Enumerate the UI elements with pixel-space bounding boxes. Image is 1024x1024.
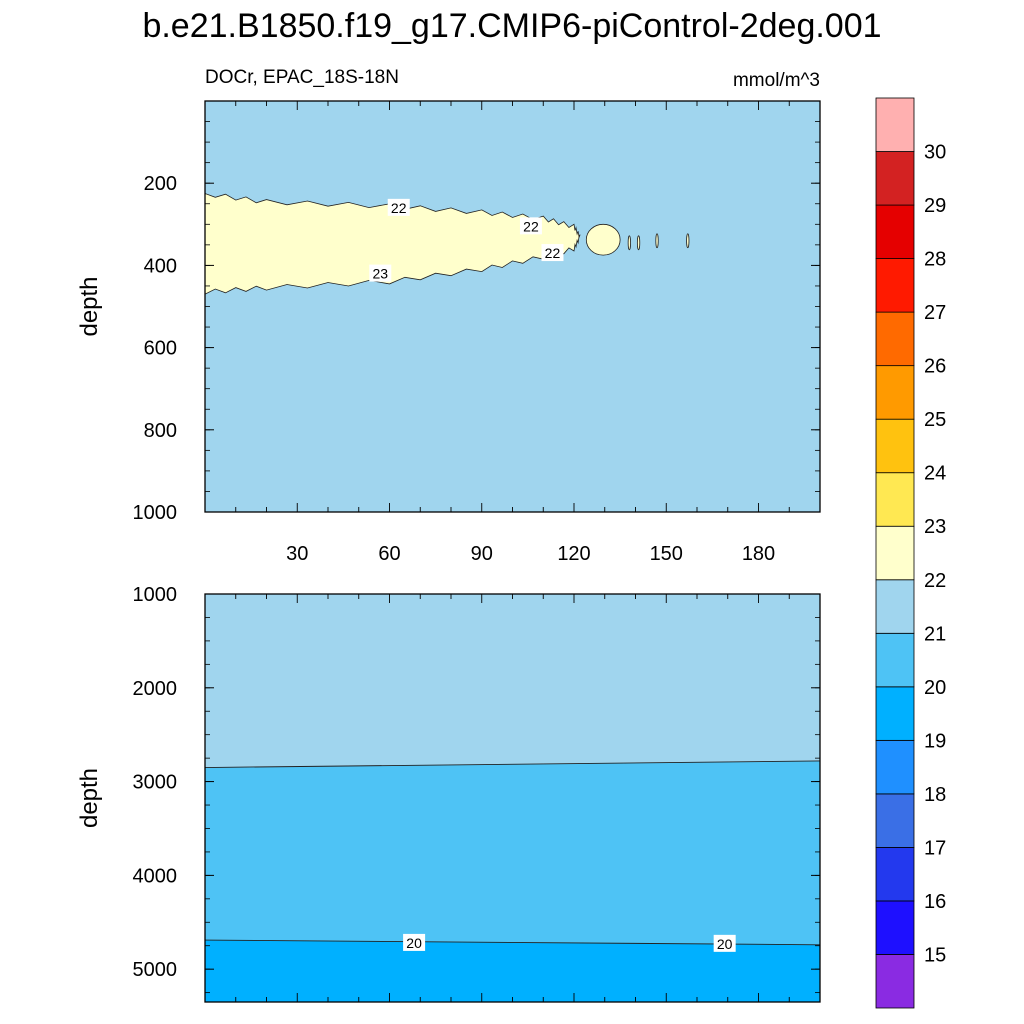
- y-tick-label: 2000: [133, 678, 178, 700]
- colorbar-tick-label: 23: [924, 516, 946, 538]
- contour-label: 22: [391, 200, 407, 216]
- y-tick-label: 1000: [133, 502, 178, 524]
- contour-line: [205, 760, 820, 768]
- colorbar-tick-label: 30: [924, 142, 946, 164]
- colorbar-swatch: [875, 311, 915, 367]
- y-tick-label: 5000: [133, 959, 178, 981]
- colorbar-swatch: [875, 686, 915, 741]
- colorbar-tick-label: 19: [924, 730, 946, 752]
- colorbar-swatch: [875, 97, 915, 152]
- colorbar-tick-label: 21: [924, 623, 946, 645]
- contour-label-box: [713, 934, 736, 952]
- variable-label: DOCr, EPAC_18S-18N: [205, 67, 399, 88]
- colorbar-tick-label: 29: [924, 195, 946, 217]
- contour-speck: [655, 233, 659, 249]
- y-tick-label: 800: [144, 420, 177, 442]
- units-label: mmol/m^3: [733, 70, 820, 91]
- colorbar-swatch: [875, 579, 915, 634]
- contour-band: [205, 594, 820, 768]
- contour-fill-patch: [585, 223, 621, 256]
- colorbar-swatch: [875, 472, 915, 527]
- colorbar-tick-label: 15: [924, 944, 946, 966]
- colorbar-tick-label: 26: [924, 356, 946, 378]
- y-tick-label: 1000: [133, 584, 178, 606]
- colorbar-tick-label: 22: [924, 570, 946, 592]
- colorbar-tick-label: 17: [924, 837, 946, 859]
- contour-label: 22: [545, 245, 561, 261]
- contour-label-box: [387, 198, 410, 216]
- background-fill: [205, 101, 820, 512]
- y-tick-label: 200: [144, 173, 177, 195]
- contour-band: [205, 940, 820, 1002]
- x-tick-label: 30: [286, 543, 308, 565]
- colorbar-tick-label: 16: [924, 891, 946, 913]
- x-tick-label: 60: [378, 543, 400, 565]
- y-tick-label: 3000: [133, 772, 178, 794]
- y-tick-label: 4000: [133, 865, 178, 887]
- contour-speck: [686, 233, 690, 249]
- y-axis-label: depth: [76, 276, 103, 336]
- colorbar-swatch: [875, 151, 915, 206]
- x-tick-label: 90: [471, 543, 493, 565]
- lower-panel: 20 20 1000 2000 3000 4000 5000 depth: [76, 584, 821, 1003]
- colorbar-swatch: [875, 525, 915, 581]
- contour-label-box: [519, 217, 542, 235]
- colorbar-swatch: [875, 793, 915, 848]
- x-tick-label: 180: [742, 543, 775, 565]
- colorbar-tick-label: 24: [924, 463, 946, 485]
- x-tick-label: 120: [557, 543, 590, 565]
- upper-panel: 22 22 23 22 200 400 600 800 1000 30 60 90 120 150 180 d…: [76, 100, 821, 565]
- colorbar-swatch: [875, 418, 915, 474]
- colorbar-tick-label: 28: [924, 249, 946, 271]
- colorbar-swatch: [875, 204, 915, 259]
- colorbar-swatch: [875, 847, 915, 902]
- contour-label: 20: [717, 936, 733, 952]
- contour-label: 22: [523, 218, 539, 234]
- colorbar-tick-label: 20: [924, 677, 946, 699]
- colorbar-swatch: [875, 739, 915, 795]
- contour-speck: [636, 235, 641, 251]
- contour-label: 20: [406, 935, 422, 951]
- colorbar-tick-label: 27: [924, 302, 946, 324]
- colorbar-swatch: [875, 954, 915, 1009]
- colorbar: 15 16 17 18 19 20 21 22 23 24 25 26 27 28 29 30: [875, 97, 946, 1009]
- y-tick-label: 400: [144, 255, 177, 277]
- y-axis-label: depth: [76, 768, 103, 828]
- colorbar-tick-label: 25: [924, 409, 946, 431]
- contour-label: 23: [372, 266, 388, 282]
- contour-label-box: [369, 264, 392, 282]
- colorbar-swatch: [875, 258, 915, 313]
- colorbar-swatch: [875, 900, 915, 955]
- x-tick-label: 150: [650, 543, 683, 565]
- contour-band: [205, 760, 820, 945]
- colorbar-swatch: [875, 632, 915, 688]
- contour-label-box: [541, 244, 564, 262]
- colorbar-swatch: [875, 365, 915, 420]
- y-tick-label: 600: [144, 338, 177, 360]
- contour-speck: [627, 235, 631, 251]
- contour-label-box: [403, 933, 426, 951]
- colorbar-tick-label: 18: [924, 784, 946, 806]
- chart-title: b.e21.B1850.f19_g17.CMIP6-piControl-2deg…: [142, 7, 881, 45]
